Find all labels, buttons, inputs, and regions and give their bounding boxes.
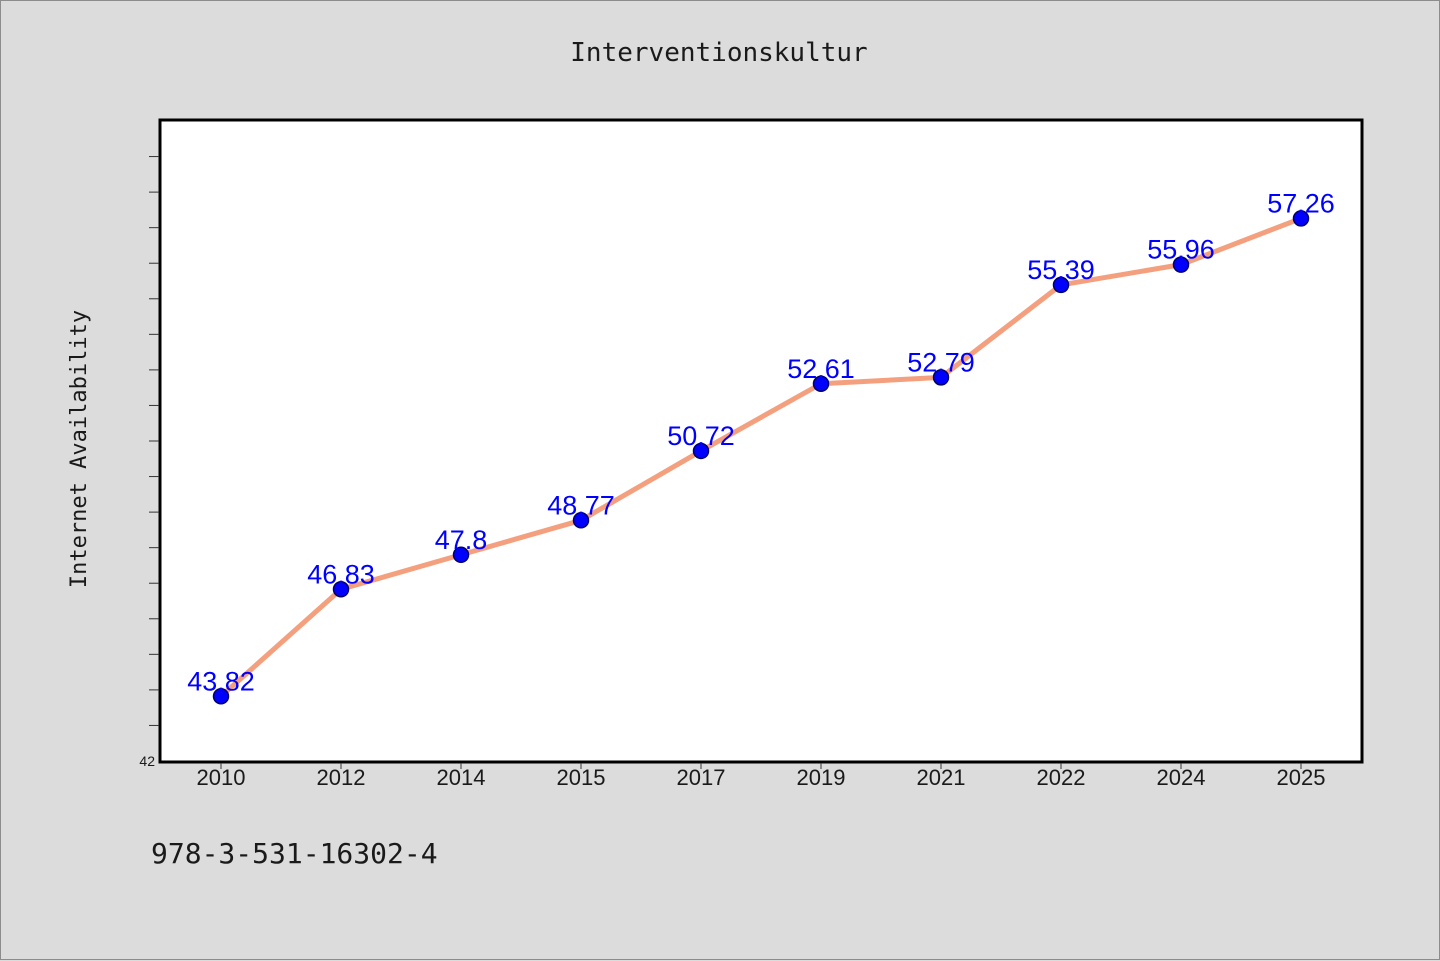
data-point	[1292, 210, 1310, 227]
data-label: 43.82	[187, 666, 255, 696]
y-tick-label: 42	[139, 753, 155, 769]
data-label: 47.8	[435, 525, 488, 555]
data-label: 55.96	[1147, 235, 1215, 265]
x-tick-label: 2022	[1037, 765, 1086, 790]
data-point	[1172, 256, 1190, 273]
data-point	[332, 581, 350, 598]
y-axis-label: Internet Availability	[67, 310, 92, 588]
data-label: 57.26	[1267, 188, 1335, 218]
data-label: 48.77	[547, 490, 615, 520]
data-label: 55.39	[1027, 255, 1095, 285]
data-point	[452, 546, 470, 564]
x-tick-label: 2019	[797, 765, 846, 790]
data-point	[812, 375, 830, 393]
data-label: 52.79	[907, 347, 975, 377]
x-tick-label: 2021	[917, 765, 966, 790]
x-tick-label: 2024	[1157, 765, 1206, 790]
x-tick-label: 2015	[557, 765, 606, 790]
data-point	[692, 442, 710, 460]
data-label: 46.83	[307, 559, 375, 589]
x-tick-label: 2012	[317, 765, 366, 790]
data-label: 52.61	[787, 354, 855, 384]
data-point	[1052, 276, 1070, 294]
plot-area	[158, 118, 1364, 764]
x-tick-label: 2010	[197, 765, 246, 790]
x-tick-label: 2014	[437, 765, 486, 790]
x-tick-label: 2025	[1277, 765, 1326, 790]
data-label: 50.72	[667, 421, 735, 451]
data-labels: 43.82 46.83 47.8 48.77 50.72 52.61 52.79 55.39 5…	[187, 188, 1335, 696]
x-tick-label: 2017	[677, 765, 726, 790]
y-axis-ticks: 42	[139, 156, 159, 769]
data-point	[212, 688, 230, 705]
data-point	[572, 512, 590, 529]
series-line	[218, 215, 1304, 699]
data-markers	[212, 210, 1310, 705]
data-point	[932, 369, 950, 386]
series-lines	[218, 215, 1304, 699]
chart-title: Interventionskultur	[570, 38, 867, 68]
isbn-text: 978-3-531-16302-4	[151, 837, 438, 870]
x-axis-ticks: 2010 2012 2014 2015 2017 2019 2021 2022 2024 2025	[197, 763, 1326, 790]
